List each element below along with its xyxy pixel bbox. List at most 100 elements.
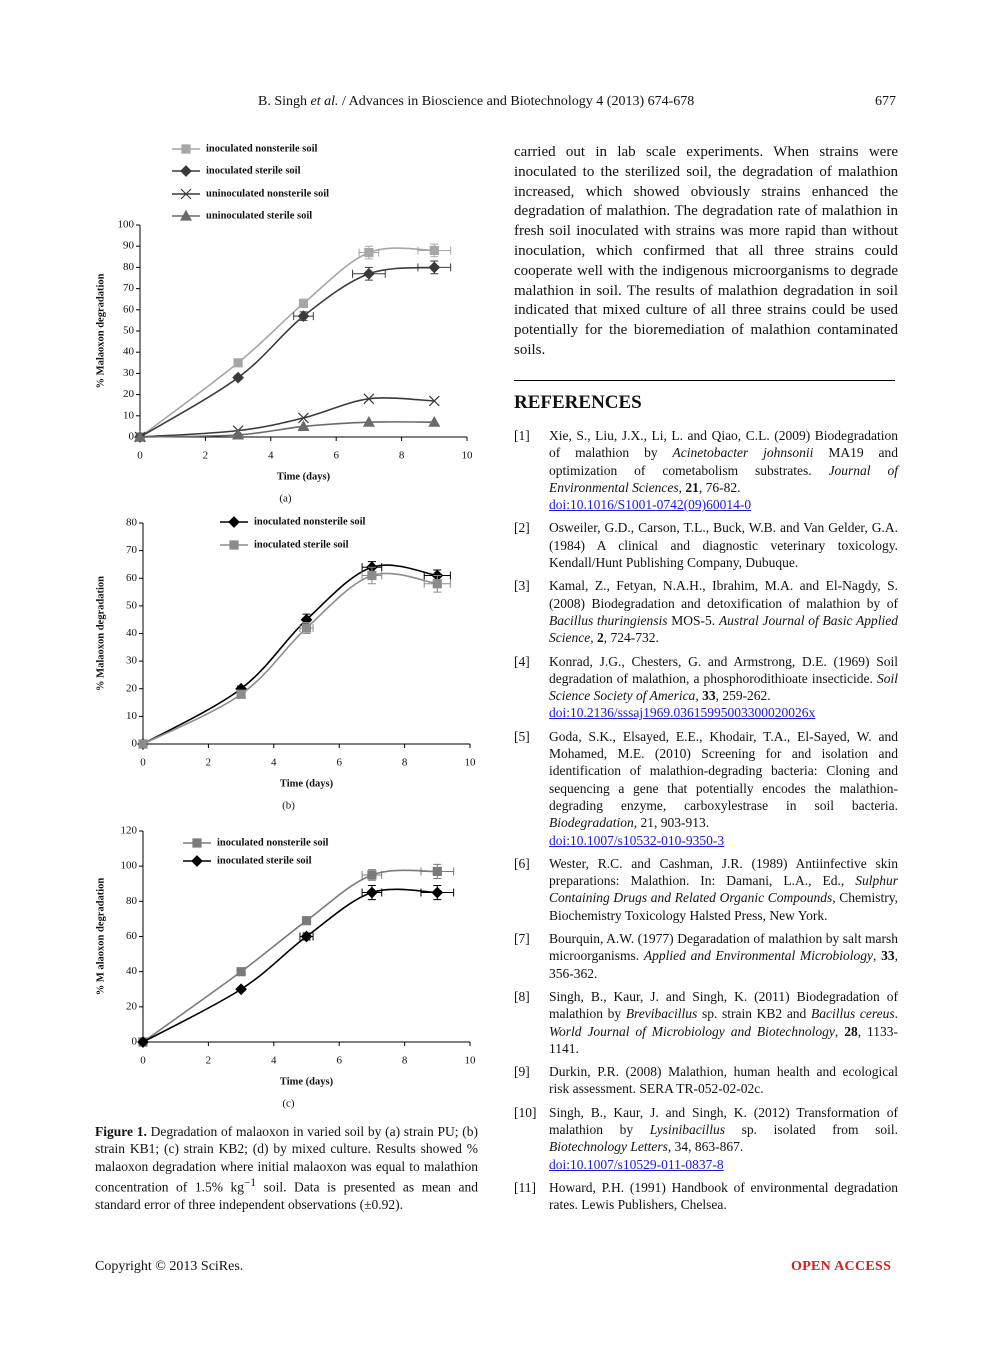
marker <box>232 371 244 384</box>
y-axis-label: % M alaoxon degradation <box>95 878 106 996</box>
marker <box>363 267 375 280</box>
text-run: Goda, S.K., Elsayed, E.E., Khodair, T.A.… <box>549 728 898 813</box>
reference: [6] Wester, R.C. and Cashman, J.R. (1989)… <box>514 855 898 924</box>
text-run: Soil Science Society of America <box>549 670 898 704</box>
text-run: Osweiler, G.D., Carson, T.L., Buck, W.B.… <box>549 520 898 571</box>
reference-number: [9] <box>514 1064 530 1080</box>
marker <box>364 247 374 258</box>
y-tick-label: 70 <box>123 282 135 294</box>
text-run: Biodegradation <box>549 815 634 831</box>
text-run: Sulphur Containing Drugs and Related Org… <box>549 873 898 906</box>
reference: [10] Singh, B., Kaur, J. and Singh, K. (2… <box>514 1104 898 1173</box>
panel-label: (c) <box>282 1098 295 1110</box>
copyright: Copyright © 2013 SciRes. <box>95 1259 244 1274</box>
x-tick-label: 4 <box>271 757 277 769</box>
y-tick-label: 30 <box>123 367 135 379</box>
text-run: , 21, 903-913. <box>633 815 710 831</box>
x-axis-label: Time (days) <box>280 778 334 789</box>
doi-link[interactable]: doi:10.1007/s10529-011-0837-8 <box>549 1156 724 1172</box>
doi-link[interactable]: doi:10.1007/s10532-010-9350-3 <box>549 832 725 848</box>
y-tick-label: 100 <box>121 860 138 872</box>
legend-marker <box>192 838 202 848</box>
panel-label: (b) <box>282 800 295 812</box>
y-tick-label: 80 <box>126 895 138 907</box>
text-run: Brevibacillus <box>625 1006 698 1022</box>
text-run: , <box>873 948 882 964</box>
y-tick-label: 0 <box>129 431 135 443</box>
y-tick-label: 120 <box>121 825 138 837</box>
marker <box>428 415 441 427</box>
text-run: Journal of Environmental Sciences <box>549 462 898 495</box>
series-line <box>142 564 438 745</box>
y-axis-label: % Malaoxon degradation <box>95 576 106 691</box>
y-tick-label: 20 <box>123 388 135 400</box>
text-run: Konrad, J.G., Chesters, G. and Armstrong… <box>549 653 898 686</box>
y-tick-label: 40 <box>123 346 135 358</box>
marker <box>301 623 312 633</box>
text-run: 33 <box>702 688 716 704</box>
legend-label: uninoculated sterile soil <box>206 210 312 221</box>
marker <box>133 430 147 442</box>
marker <box>297 310 310 323</box>
y-tick-label: 10 <box>123 409 135 421</box>
x-tick-label: 4 <box>268 450 274 462</box>
marker <box>431 886 444 899</box>
text-run: MOS-5. <box>667 612 719 628</box>
x-axis-label: Time (days) <box>277 471 331 482</box>
y-tick-label: 10 <box>126 710 138 722</box>
section-rule <box>514 380 895 381</box>
y-tick-label: 50 <box>123 325 135 337</box>
y-tick-label: 60 <box>126 572 138 584</box>
marker <box>233 358 243 368</box>
text-run: , <box>834 1023 845 1039</box>
text-run: , 34, 863-867. <box>667 1139 744 1155</box>
text-run: , <box>678 479 686 495</box>
text-run: 21 <box>685 479 699 495</box>
text-run: MA19 and optimization of cometabolism su… <box>549 445 898 478</box>
text-run: B. Singh <box>258 94 311 109</box>
text-run: Kamal, Z., Fetyan, N.A.H., Ibrahim, M.A.… <box>549 578 898 611</box>
legend-marker <box>181 144 191 154</box>
text-run: , 356-362. <box>549 948 898 981</box>
text-run: sp. strain KB2 and <box>697 1006 811 1022</box>
x-tick-label: 2 <box>206 1055 212 1067</box>
reference-number: [4] <box>514 653 530 669</box>
legend-marker <box>191 855 203 867</box>
y-tick-label: 0 <box>132 1036 138 1048</box>
reference: [9] Durkin, P.R. (2008) Malathion, human … <box>514 1063 898 1098</box>
text-run: Lysinibacillus <box>649 1121 726 1137</box>
legend-label: inoculated sterile soil <box>217 855 312 866</box>
x-tick-label: 10 <box>465 1055 477 1067</box>
marker <box>366 886 378 899</box>
running-head: B. Singh et al. / Advances in Bioscience… <box>258 94 694 110</box>
text-run: Biotechnology Letters <box>549 1139 668 1155</box>
text-run: Howard, P.H. (1991) Handbook of environm… <box>549 1179 898 1213</box>
reference-number: [1] <box>514 428 530 443</box>
legend-label: inoculated nonsterile soil <box>217 837 329 848</box>
text-run: Austral Journal of Basic Applied Science <box>549 612 898 646</box>
reference-number: [3] <box>514 578 530 594</box>
y-axis-label: % Malaoxon degradation <box>95 273 106 388</box>
legend-label: inoculated sterile soil <box>254 539 349 550</box>
reference-list: [1] Xie, S., Liu, J.X., Li, L. and Qiao, … <box>514 427 898 1219</box>
doi-link[interactable]: doi:10.2136/sssaj1969.036159950033000200… <box>549 705 816 721</box>
y-tick-label: 30 <box>126 655 138 667</box>
legend-marker <box>229 540 239 550</box>
x-tick-label: 0 <box>140 1055 146 1067</box>
legend-marker <box>179 209 193 221</box>
y-tick-label: 80 <box>126 517 138 529</box>
marker <box>363 393 375 405</box>
y-tick-label: 80 <box>123 261 135 273</box>
y-tick-label: 0 <box>132 738 138 750</box>
marker <box>232 428 245 440</box>
legend-label: uninoculated nonsterile soil <box>206 188 329 199</box>
x-tick-label: 6 <box>333 450 339 462</box>
marker <box>138 739 148 749</box>
text-run: , Chemistry, Biochemistry Toxicology Hal… <box>549 890 899 923</box>
reference: [8] Singh, B., Kaur, J. and Singh, K. (20… <box>514 988 898 1057</box>
doi-link[interactable]: doi:10.1016/S1001-0742(09)60014-0 <box>549 497 752 513</box>
marker <box>367 870 377 880</box>
text-run: World Journal of Microbiology and Biotec… <box>549 1023 835 1039</box>
